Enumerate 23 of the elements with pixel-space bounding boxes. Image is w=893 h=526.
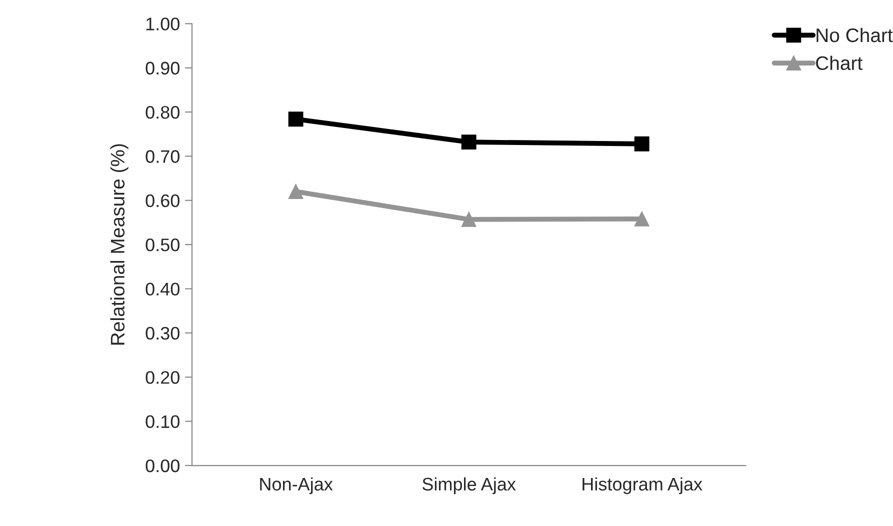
y-tick-label: 0.30 (146, 326, 180, 340)
y-tick-label: 0.60 (146, 194, 180, 208)
legend-label: Chart (816, 56, 862, 70)
legend-label: No Chart (816, 28, 893, 42)
point (634, 136, 650, 152)
y-tick-label: 1.00 (146, 18, 180, 30)
point (461, 134, 476, 150)
y-tick-label: 0.10 (146, 415, 180, 428)
x-tick-label: Non-Ajax (260, 477, 333, 494)
point (461, 212, 476, 227)
y-tick-label: 0.00 (146, 459, 180, 472)
point (288, 184, 304, 200)
y-tick-label: 0.40 (146, 282, 180, 296)
x-tick-label: Histogram Ajax (582, 477, 702, 494)
y-tick-label: 0.90 (146, 62, 180, 75)
y-tick-label: 0.20 (146, 371, 180, 384)
point (634, 212, 650, 226)
y-tick-label: 0.50 (146, 238, 180, 252)
x-tick-label: Simple Ajax (422, 477, 516, 494)
y-tick-label: 0.70 (146, 150, 180, 163)
point (288, 112, 304, 127)
y-tick-label: 0.80 (146, 106, 180, 119)
y-axis-title: Relational Measure (%) (110, 144, 128, 345)
